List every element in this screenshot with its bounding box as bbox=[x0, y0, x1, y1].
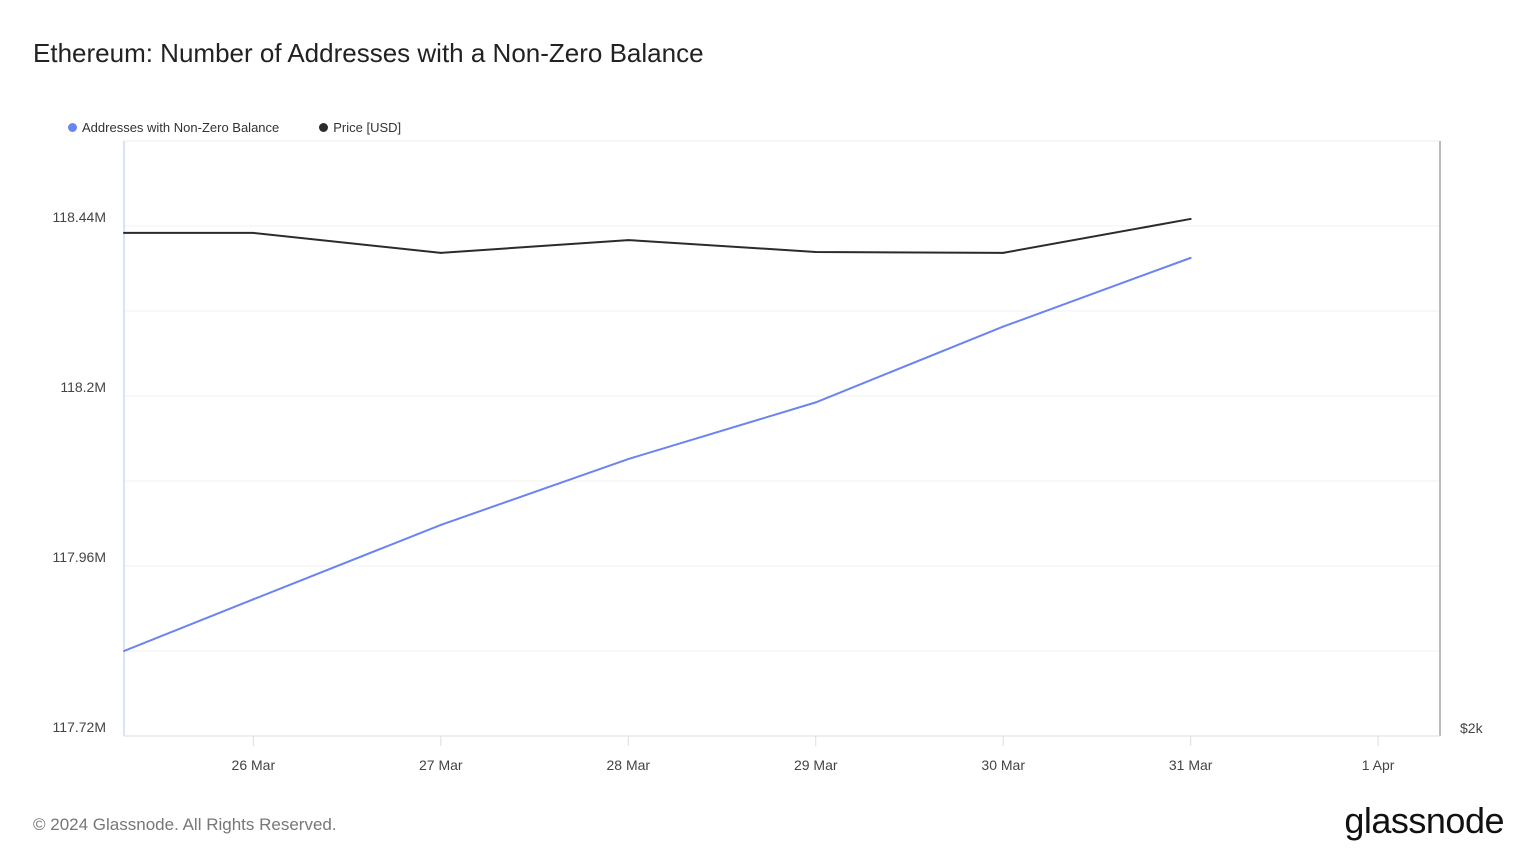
data-point bbox=[814, 250, 817, 253]
data-point bbox=[1189, 217, 1192, 220]
copyright: © 2024 Glassnode. All Rights Reserved. bbox=[33, 815, 337, 834]
data-point bbox=[627, 239, 630, 242]
plot-area bbox=[123, 140, 1441, 737]
legend-item-price[interactable]: Price [USD] bbox=[319, 120, 401, 135]
y-tick-label: 117.96M bbox=[53, 549, 106, 565]
x-tick-label: 31 Mar bbox=[1169, 757, 1213, 773]
y-tick-label: 118.2M bbox=[60, 379, 106, 395]
x-tick-label: 28 Mar bbox=[606, 757, 650, 773]
legend-dot-price bbox=[319, 123, 329, 132]
legend: Addresses with Non-Zero Balance Price [U… bbox=[68, 120, 401, 135]
data-point bbox=[814, 401, 817, 404]
y-tick-label: 117.72M bbox=[53, 719, 106, 735]
legend-label: Price [USD] bbox=[333, 120, 402, 135]
data-point bbox=[627, 458, 630, 461]
x-tick-label: 29 Mar bbox=[794, 757, 838, 773]
data-point bbox=[252, 598, 255, 601]
glassnode-logo: glassnode bbox=[1344, 800, 1504, 841]
y-tick-label: 118.44M bbox=[53, 209, 106, 225]
x-tick-label: 1 Apr bbox=[1362, 757, 1395, 773]
data-point bbox=[1189, 256, 1192, 259]
x-tick-label: 27 Mar bbox=[419, 757, 463, 773]
y-right-tick-label: $2k bbox=[1460, 720, 1484, 736]
legend-item-addresses[interactable]: Addresses with Non-Zero Balance bbox=[68, 120, 279, 135]
data-point bbox=[439, 523, 442, 526]
legend-dot-addresses bbox=[68, 123, 77, 132]
data-point bbox=[1002, 251, 1005, 254]
data-point bbox=[123, 231, 125, 234]
addresses-line bbox=[123, 256, 1192, 652]
x-tick-label: 30 Mar bbox=[981, 757, 1025, 773]
data-point bbox=[123, 650, 125, 652]
price-line bbox=[124, 217, 1191, 254]
data-point bbox=[1002, 325, 1005, 328]
chart-title: Ethereum: Number of Addresses with a Non… bbox=[33, 38, 704, 68]
x-tick-label: 26 Mar bbox=[232, 757, 276, 773]
legend-label: Addresses with Non-Zero Balance bbox=[82, 120, 280, 135]
data-point bbox=[439, 251, 442, 254]
data-point bbox=[252, 231, 255, 234]
